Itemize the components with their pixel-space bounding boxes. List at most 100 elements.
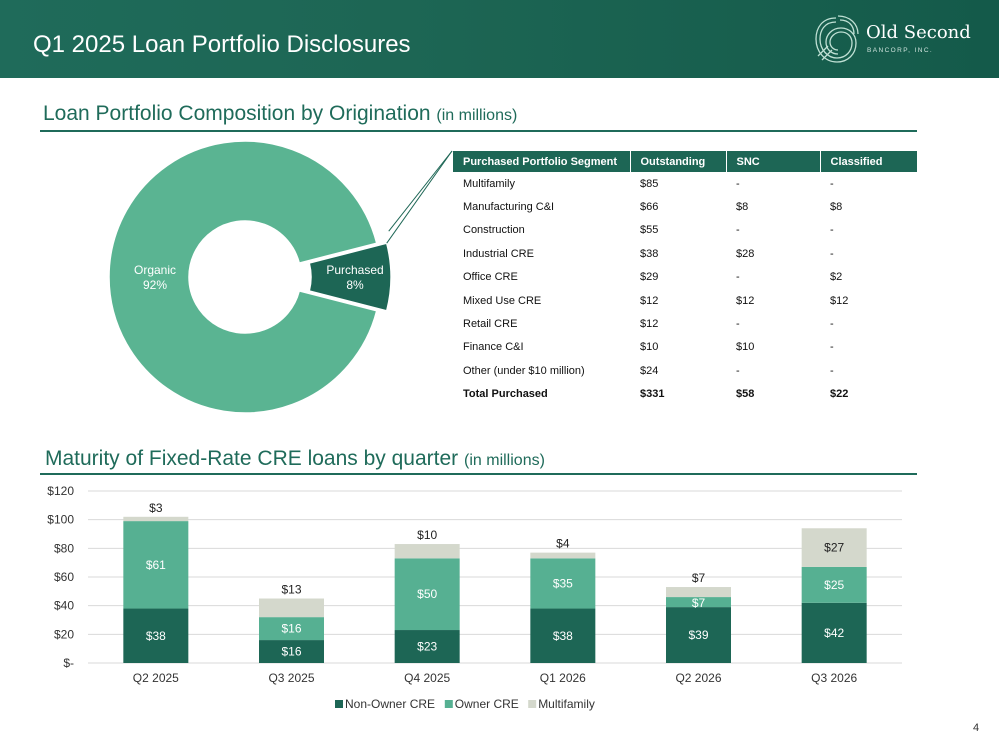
y-tick-label: $-	[63, 656, 74, 670]
bar-data-label: $4	[556, 537, 570, 551]
cell-outstanding: $10	[640, 341, 659, 354]
bar-non-owner-cre	[666, 607, 731, 663]
table-row: Industrial CRE $38 $28 -	[453, 242, 917, 265]
cell-classified: -	[830, 224, 834, 237]
cell-segment: Industrial CRE	[463, 247, 534, 260]
donut-label-organic: Organic	[134, 263, 176, 277]
bar-owner-cre	[394, 558, 460, 631]
bar-owner-cre	[123, 521, 189, 609]
composition-title-unit: (in millions)	[436, 107, 518, 124]
bar-owner-cre	[666, 597, 731, 608]
cell-segment: Manufacturing C&I	[463, 201, 555, 214]
cell-segment: Finance C&I	[463, 341, 524, 354]
bar-multifamily	[394, 544, 460, 559]
y-tick-label: $100	[47, 513, 74, 527]
bar-owner-cre	[259, 617, 324, 641]
connector-line-top	[386, 150, 453, 244]
bar-data-label: $7	[692, 571, 706, 585]
cell-snc: $28	[736, 247, 755, 260]
bar-data-label: $39	[688, 628, 708, 642]
legend-label: Non-Owner CRE	[345, 697, 435, 711]
maturity-bar-chart: $- $20 $40 $60 $80 $100 $120 $38 $61 $3 Q2 2025 $16…	[47, 484, 902, 711]
legend-swatch	[528, 700, 537, 708]
donut-slice-purchased	[308, 242, 392, 312]
cell-classified: -	[830, 247, 834, 260]
donut-label-purchased: Purchased	[326, 263, 383, 277]
composition-divider	[40, 130, 917, 132]
cell-segment: Other (under $10 million)	[463, 364, 585, 377]
legend-label: Multifamily	[538, 697, 595, 711]
donut-pct-purchased: 8%	[346, 278, 364, 292]
maturity-section-title: Maturity of Fixed-Rate CRE loans by quar…	[45, 447, 545, 471]
maturity-divider	[40, 473, 917, 475]
company-logo: Old Second BANCORP, INC.	[810, 12, 980, 68]
legend-swatch	[444, 700, 453, 708]
bar-multifamily	[801, 528, 867, 567]
x-tick-label: Q4 2025	[404, 671, 450, 685]
bar-non-owner-cre	[259, 640, 324, 663]
cell-outstanding: $66	[640, 201, 659, 214]
cell-outstanding: $12	[640, 318, 659, 331]
header-classified: Classified	[820, 151, 917, 172]
cell-classified: $8	[830, 201, 843, 214]
cell-classified: -	[830, 364, 834, 377]
bar-data-label: $38	[553, 629, 573, 643]
header-segment: Purchased Portfolio Segment	[453, 151, 631, 172]
bar-data-label: $38	[146, 629, 166, 643]
table-row: Manufacturing C&I $66 $8 $8	[453, 195, 917, 218]
cell-outstanding: $85	[640, 177, 659, 190]
bar-owner-cre	[801, 566, 867, 603]
cell-snc: $12	[736, 294, 755, 307]
bar-data-label: $3	[149, 501, 163, 515]
cell-snc: $10	[736, 341, 755, 354]
bar-data-label: $16	[281, 645, 301, 659]
purchased-segment-table: Purchased Portfolio Segment Outstanding …	[453, 151, 917, 406]
table-header-row: Purchased Portfolio Segment Outstanding …	[453, 151, 917, 172]
table-row: Office CRE $29 - $2	[453, 266, 917, 289]
cell-snc: -	[736, 177, 740, 190]
total-label: Total Purchased	[463, 388, 548, 401]
y-tick-label: $20	[54, 627, 74, 641]
table-row: Finance C&I $10 $10 -	[453, 336, 917, 359]
bar-data-label: $25	[824, 578, 844, 592]
table-total-row: Total Purchased $331 $58 $22	[453, 383, 917, 406]
cell-snc: -	[736, 271, 740, 284]
maturity-title-unit: (in millions)	[464, 452, 545, 469]
logo-name: Old Second	[866, 22, 971, 43]
cell-classified: $12	[830, 294, 849, 307]
bar-data-label: $50	[417, 587, 437, 601]
legend-swatch	[335, 700, 343, 708]
bar-data-label: $27	[824, 541, 844, 555]
bar-owner-cre	[530, 558, 596, 609]
cell-segment: Mixed Use CRE	[463, 294, 542, 307]
title-bar: Q1 2025 Loan Portfolio Disclosures Old S…	[0, 0, 999, 78]
logo-mark-icon	[815, 15, 859, 63]
bar-multifamily	[666, 587, 731, 598]
cell-classified: -	[830, 177, 834, 190]
y-tick-label: $60	[54, 570, 74, 584]
cell-snc: $8	[736, 201, 749, 214]
cell-outstanding: $24	[640, 364, 659, 377]
x-tick-label: Q1 2026	[540, 671, 586, 685]
cell-snc: -	[736, 224, 740, 237]
y-tick-label: $40	[54, 599, 74, 613]
bar-non-owner-cre	[394, 630, 460, 663]
header-snc: SNC	[726, 151, 821, 172]
table-row: Multifamily $85 - -	[453, 172, 917, 195]
cell-snc: -	[736, 364, 740, 377]
maturity-title-text: Maturity of Fixed-Rate CRE loans by quar…	[45, 447, 459, 470]
table-row: Mixed Use CRE $12 $12 $12	[453, 289, 917, 312]
header-outstanding: Outstanding	[630, 151, 727, 172]
bar-non-owner-cre	[801, 602, 867, 663]
bar-data-label: $61	[146, 558, 166, 572]
total-outstanding: $331	[640, 388, 665, 401]
bar-non-owner-cre	[123, 608, 189, 663]
bar-data-label: $13	[281, 583, 301, 597]
y-tick-label: $80	[54, 541, 74, 555]
cell-classified: -	[830, 341, 834, 354]
cell-snc: -	[736, 318, 740, 331]
cell-segment: Multifamily	[463, 177, 515, 190]
cell-outstanding: $55	[640, 224, 659, 237]
table-row: Other (under $10 million) $24 - -	[453, 359, 917, 382]
donut-slice-organic	[108, 140, 378, 414]
